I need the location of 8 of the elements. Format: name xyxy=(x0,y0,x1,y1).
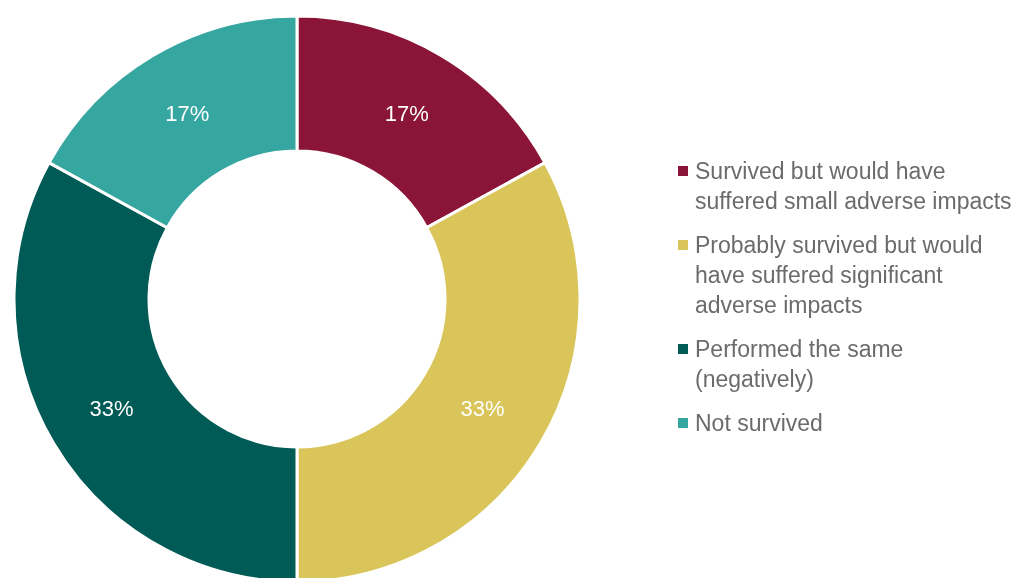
data-label: 33% xyxy=(89,396,134,422)
legend-label: Performed the same (negatively) xyxy=(695,335,905,394)
data-label: 17% xyxy=(165,101,210,127)
data-label: 17% xyxy=(384,101,429,127)
data-label: 33% xyxy=(460,396,505,422)
legend-label: Probably survived but would have suffered significant adverse impacts xyxy=(695,231,984,320)
legend-label: Not survived xyxy=(695,409,823,438)
legend-label: Survived but would have suffered small adverse impacts xyxy=(695,157,1013,216)
